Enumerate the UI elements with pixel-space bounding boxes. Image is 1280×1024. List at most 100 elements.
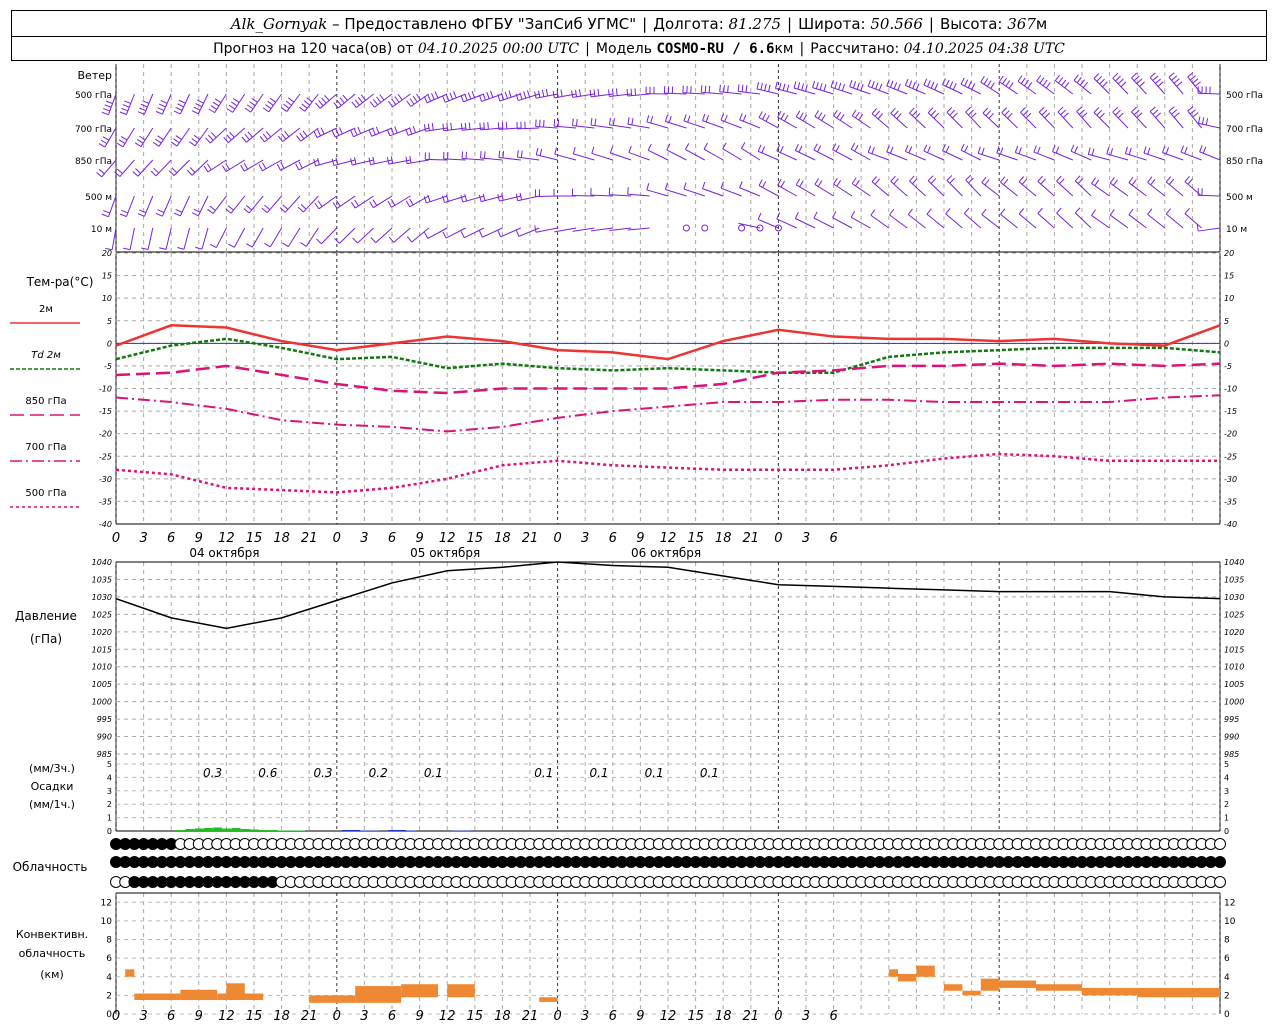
wind-barb bbox=[1147, 213, 1166, 229]
wind-barb-feather bbox=[963, 207, 970, 214]
press-ytick-left: 1035 bbox=[92, 575, 112, 584]
wind-barb-feather bbox=[1074, 146, 1078, 153]
wind-calm-circle bbox=[682, 224, 690, 232]
wind-barb-feather bbox=[195, 246, 203, 250]
wind-barb bbox=[795, 218, 816, 229]
wind-barb-feather bbox=[408, 127, 413, 135]
wind-barb bbox=[228, 127, 246, 143]
wind-barb-feather bbox=[1197, 116, 1201, 124]
wind-barb-feather bbox=[427, 123, 430, 131]
wind-barb-feather bbox=[468, 122, 471, 130]
wind-barb bbox=[776, 218, 798, 229]
wind-barb bbox=[464, 227, 485, 239]
conv-cloud-bar bbox=[539, 997, 558, 1002]
wind-barb-feather bbox=[246, 104, 254, 110]
wind-barb bbox=[125, 195, 135, 217]
wind-barb-feather bbox=[467, 92, 472, 100]
conv-xtick: 15 bbox=[246, 1009, 263, 1024]
wind-barb-feather bbox=[1128, 176, 1134, 184]
wind-barb-feather bbox=[333, 102, 339, 109]
lon-label: Долгота: bbox=[653, 14, 724, 33]
wind-barb-feather bbox=[552, 90, 555, 98]
wind-barb-feather bbox=[923, 78, 928, 86]
wind-barb-feather bbox=[556, 90, 559, 98]
wind-barb-feather bbox=[479, 122, 481, 130]
wind-barb bbox=[682, 92, 705, 95]
wind-barb-feather bbox=[390, 156, 394, 164]
wind-barb-feather bbox=[226, 134, 232, 141]
wind-barb-feather bbox=[889, 146, 894, 154]
wind-barb bbox=[334, 127, 356, 138]
wind-barb-feather bbox=[375, 126, 380, 134]
conv-xtick: 6 bbox=[829, 1009, 837, 1024]
wind-barb-feather bbox=[1171, 109, 1178, 115]
wind-barb-feather bbox=[193, 134, 201, 140]
wind-barb bbox=[830, 86, 853, 95]
wind-barb-feather bbox=[927, 175, 934, 182]
wind-barb bbox=[321, 227, 338, 245]
wind-barb-feather bbox=[214, 98, 222, 103]
press-title: Давление bbox=[15, 609, 77, 623]
temp-legend-label: Td 2м bbox=[31, 350, 61, 361]
wind-barb-feather bbox=[970, 112, 977, 119]
wind-barb-feather bbox=[105, 247, 113, 251]
wind-barb-feather bbox=[101, 213, 109, 218]
temp-ytick-left: -20 bbox=[99, 430, 112, 439]
wind-barb-feather bbox=[814, 178, 820, 185]
model-label: Модель bbox=[595, 40, 652, 57]
conv-ytick-left: 4 bbox=[106, 973, 112, 983]
wind-barb-feather bbox=[157, 209, 165, 213]
wind-barb-feather bbox=[353, 128, 358, 136]
wind-barb-feather bbox=[335, 200, 341, 207]
wind-barb-feather bbox=[990, 82, 995, 89]
wind-barb bbox=[1112, 77, 1129, 95]
wind-barb-feather bbox=[177, 103, 184, 108]
wind-barb-feather bbox=[804, 84, 808, 92]
temp-ytick-left: -40 bbox=[99, 520, 112, 529]
wind-barb-feather bbox=[1078, 109, 1085, 115]
wind-barb bbox=[756, 88, 779, 95]
conv-xtick: 12 bbox=[439, 1009, 456, 1024]
wind-barb bbox=[161, 195, 172, 217]
wind-barb-feather bbox=[782, 83, 786, 91]
wind-barb-feather bbox=[786, 84, 790, 92]
precip-bar bbox=[231, 828, 241, 831]
wind-barb-feather bbox=[646, 183, 650, 191]
wind-barb bbox=[392, 93, 411, 108]
temp-ytick-left: 10 bbox=[102, 294, 112, 303]
wind-barb bbox=[1168, 76, 1184, 95]
conv-title-1: Конвективн. bbox=[16, 928, 88, 941]
wind-barb-feather bbox=[409, 98, 415, 105]
conv-ytick-right: 6 bbox=[1224, 954, 1230, 964]
temp-xtick: 3 bbox=[139, 531, 147, 546]
conv-xtick: 18 bbox=[273, 1009, 290, 1024]
wind-barb bbox=[1056, 180, 1074, 197]
wind-barb-feather bbox=[1165, 176, 1172, 183]
wind-barb-feather bbox=[983, 78, 989, 85]
wind-barb-feather bbox=[334, 238, 340, 244]
wind-barb-feather bbox=[793, 81, 797, 89]
wind-barb-feather bbox=[578, 89, 581, 97]
wind-barb-feather bbox=[1070, 144, 1075, 152]
wind-barb bbox=[849, 86, 871, 95]
wind-barb bbox=[554, 227, 577, 233]
wind-barb-feather bbox=[1136, 112, 1143, 119]
wind-barb bbox=[1088, 153, 1110, 161]
wind-barb-feather bbox=[331, 158, 335, 166]
wind-barb-feather bbox=[764, 83, 767, 91]
wind-barb bbox=[282, 127, 301, 142]
press-ytick-right: 1015 bbox=[1224, 645, 1244, 654]
wind-barb-feather bbox=[646, 115, 650, 123]
wind-barb-feather bbox=[1093, 73, 1100, 79]
wind-barb bbox=[1109, 182, 1129, 197]
wind-barb bbox=[482, 227, 503, 238]
wind-barb bbox=[963, 213, 982, 229]
wind-barb-feather bbox=[1077, 178, 1084, 184]
wind-barb-feather bbox=[964, 79, 969, 87]
wind-barb-feather bbox=[386, 157, 390, 165]
wind-barb bbox=[1056, 212, 1074, 229]
temp-series-4 bbox=[115, 452, 1220, 494]
press-ytick-right: 1040 bbox=[1224, 558, 1244, 567]
precip-bar bbox=[176, 830, 186, 831]
wind-barb-feather bbox=[103, 108, 111, 112]
